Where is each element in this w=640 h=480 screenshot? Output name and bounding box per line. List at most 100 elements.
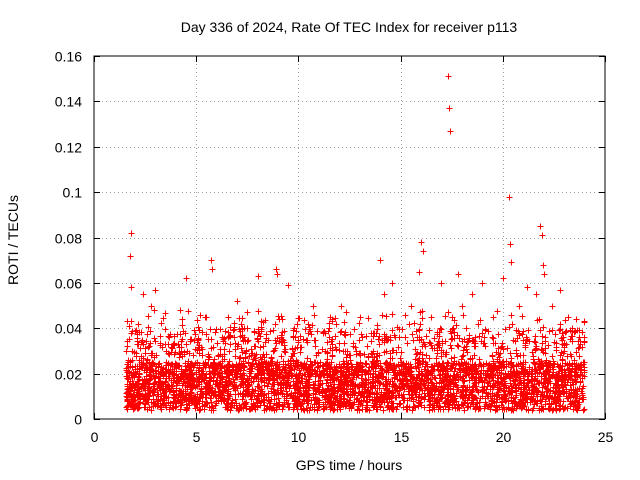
roti-point [180, 370, 187, 377]
roti-outlier-point [455, 271, 462, 278]
roti-point [223, 381, 230, 388]
roti-point [492, 362, 499, 369]
roti-outlier-point [285, 282, 292, 289]
roti-point [369, 358, 376, 365]
roti-point [483, 360, 490, 367]
roti-point [144, 356, 151, 363]
roti-point [414, 350, 421, 357]
roti-point [421, 380, 428, 387]
roti-point [533, 389, 540, 396]
roti-point [248, 346, 255, 353]
y-tick-label: 0 [74, 412, 82, 428]
roti-point [178, 344, 185, 351]
roti-point [297, 333, 304, 340]
roti-point [148, 373, 155, 380]
roti-point [344, 398, 351, 405]
x-tick-label: 15 [394, 429, 410, 445]
roti-point [489, 352, 496, 359]
grid-lines [94, 56, 605, 419]
roti-point [528, 393, 535, 400]
roti-point [537, 327, 544, 334]
roti-outlier-point [469, 291, 476, 298]
roti-point [141, 376, 148, 383]
roti-point [406, 321, 413, 328]
roti-point [145, 344, 152, 351]
roti-point [467, 403, 474, 410]
roti-point [386, 381, 393, 388]
roti-point [439, 360, 446, 367]
roti-point [560, 398, 567, 405]
roti-point [291, 366, 298, 373]
roti-point [503, 384, 510, 391]
roti-point [410, 398, 417, 405]
roti-point [513, 350, 520, 357]
roti-point [430, 384, 437, 391]
roti-point [258, 378, 265, 385]
roti-point [186, 350, 193, 357]
roti-point [448, 355, 455, 362]
roti-point [465, 361, 472, 368]
roti-point [150, 383, 157, 390]
roti-point [417, 309, 424, 316]
roti-point [559, 363, 566, 370]
roti-point [546, 375, 553, 382]
roti-point [495, 380, 502, 387]
x-tick-label: 5 [193, 429, 201, 445]
roti-point [125, 357, 132, 364]
roti-point [129, 348, 136, 355]
roti-point [236, 355, 243, 362]
roti-point [142, 350, 149, 357]
roti-point [200, 370, 207, 377]
roti-point [133, 353, 140, 360]
roti-point-cloud [123, 307, 588, 414]
roti-point [129, 403, 136, 410]
roti-point [157, 340, 164, 347]
roti-point [257, 354, 264, 361]
roti-point [169, 361, 176, 368]
roti-point [336, 340, 343, 347]
roti-point [352, 366, 359, 373]
roti-outlier-point [349, 382, 356, 389]
roti-outlier-point [152, 287, 159, 294]
roti-point [575, 345, 582, 352]
roti-point [265, 390, 272, 397]
x-tick-label: 10 [291, 429, 307, 445]
roti-outlier-point [446, 105, 453, 112]
roti-point [145, 313, 152, 320]
roti-point [443, 349, 450, 356]
roti-outlier-point [177, 307, 184, 314]
roti-point [290, 334, 297, 341]
roti-point [402, 371, 409, 378]
roti-point [135, 321, 142, 328]
roti-point [324, 366, 331, 373]
roti-point [293, 328, 300, 335]
roti-point [203, 391, 210, 398]
roti-point [222, 328, 229, 335]
roti-point [135, 405, 142, 412]
roti-point [482, 374, 489, 381]
roti-point [268, 354, 275, 361]
roti-point [322, 399, 329, 406]
roti-point [188, 383, 195, 390]
roti-outlier-point [540, 262, 547, 269]
roti-point [502, 326, 509, 333]
roti-point [495, 331, 502, 338]
roti-point [389, 400, 396, 407]
roti-point [160, 401, 167, 408]
roti-point [336, 347, 343, 354]
roti-point [207, 395, 214, 402]
roti-point [410, 337, 417, 344]
roti-point [409, 331, 416, 338]
roti-point [161, 389, 168, 396]
roti-point [237, 328, 244, 335]
roti-point [517, 360, 524, 367]
roti-point [167, 400, 174, 407]
roti-point [371, 403, 378, 410]
roti-point [324, 372, 331, 379]
roti-point [515, 370, 522, 377]
roti-point [226, 368, 233, 375]
roti-point [270, 373, 277, 380]
roti-point [332, 315, 339, 322]
roti-point [320, 406, 327, 413]
roti-point [550, 360, 557, 367]
